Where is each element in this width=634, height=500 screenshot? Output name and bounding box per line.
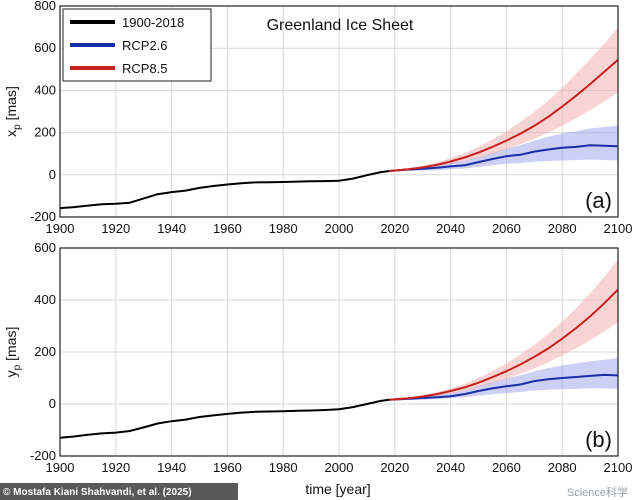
x-tick-label: 2040: [436, 460, 465, 475]
y-tick-label: 200: [34, 344, 56, 359]
credit-background: [0, 483, 238, 500]
panel-a: 1900 1920 1940 1960 1980 2000 2020 2040 2060 2080…: [3, 0, 632, 236]
x-tick-label: 2080: [548, 221, 577, 236]
series-line: [389, 144, 619, 172]
y-tick-label: -200: [30, 448, 56, 463]
legend-label: RCP2.6: [122, 38, 168, 53]
x-tick-label: 1920: [101, 460, 130, 475]
x-tick-label: 1980: [269, 460, 298, 475]
x-tick-label: 2000: [325, 460, 354, 475]
chart-title: Greenland Ice Sheet: [267, 17, 414, 34]
x-tick-label: 1920: [101, 221, 130, 236]
x-tick-label: 2040: [436, 221, 465, 236]
y-tick-label: 800: [34, 0, 56, 13]
watermark-text: Science科学: [567, 485, 628, 499]
y-tick-label: 200: [34, 125, 56, 140]
y-tick-label: 0: [49, 396, 56, 411]
legend-label: 1900-2018: [122, 15, 184, 30]
x-tick-label: 2020: [380, 460, 409, 475]
y-tick-label: 0: [49, 167, 56, 182]
x-tick-label: 2020: [380, 221, 409, 236]
y-axis-label: xp [mas]: [3, 86, 23, 137]
y-axis-label: yp [mas]: [3, 327, 23, 378]
series-line: [389, 288, 619, 401]
x-tick-label: 2100: [604, 460, 633, 475]
x-tick-label: 2100: [604, 221, 633, 236]
y-tick-label: -200: [30, 209, 56, 224]
x-tick-label: 2000: [325, 221, 354, 236]
x-tick-label: 1960: [213, 221, 242, 236]
x-tick-label: 1980: [269, 221, 298, 236]
x-tick-label: 1900: [46, 460, 75, 475]
x-tick-label: 1960: [213, 460, 242, 475]
series-line: [59, 170, 390, 210]
panel-b: 1900 1920 1940 1960 1980 2000 2020 2040 2060 2080…: [3, 240, 632, 475]
series-line: [389, 373, 619, 401]
panel-label: (b): [585, 427, 612, 452]
y-tick-label: 600: [34, 40, 56, 55]
y-tick-label: 400: [34, 292, 56, 307]
plot-frame: [59, 247, 619, 457]
legend-label: RCP8.5: [122, 61, 168, 76]
plot-frame: [59, 5, 619, 218]
series-line: [59, 398, 390, 439]
y-tick-label: 400: [34, 82, 56, 97]
x-tick-label: 1900: [46, 221, 75, 236]
x-tick-label: 2060: [492, 221, 521, 236]
series-line: [389, 59, 619, 172]
panel-label: (a): [585, 188, 612, 213]
x-tick-label: 1940: [157, 221, 186, 236]
uncertainty-band: [389, 358, 618, 401]
x-axis-label: time [year]: [305, 481, 370, 497]
uncertainty-band: [389, 125, 618, 172]
x-tick-label: 1940: [157, 460, 186, 475]
credit-text: © Mostafa Kiani Shahvandi, et al. (2025): [3, 487, 192, 498]
y-tick-label: 600: [34, 240, 56, 255]
x-tick-label: 2060: [492, 460, 521, 475]
x-tick-label: 2080: [548, 460, 577, 475]
